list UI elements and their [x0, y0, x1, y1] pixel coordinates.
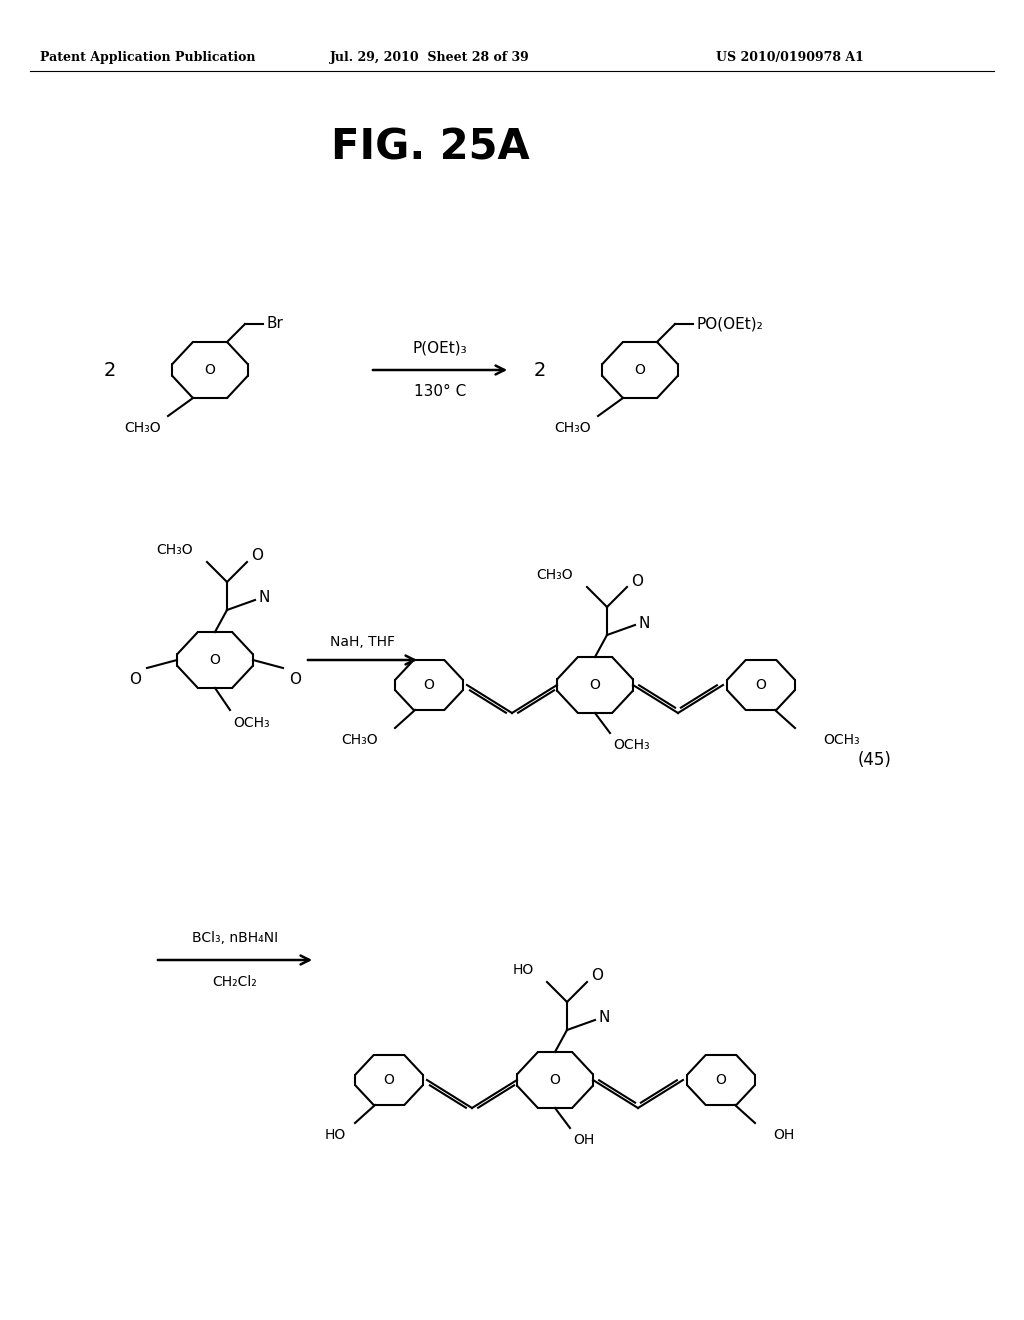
Text: 130° C: 130° C [414, 384, 466, 400]
Text: O: O [129, 672, 141, 688]
Text: OCH₃: OCH₃ [823, 733, 859, 747]
Text: O: O [210, 653, 220, 667]
Text: CH₂Cl₂: CH₂Cl₂ [213, 975, 257, 989]
Text: HO: HO [325, 1129, 346, 1142]
Text: O: O [205, 363, 215, 378]
Text: CH₃O: CH₃O [125, 421, 162, 436]
Text: Jul. 29, 2010  Sheet 28 of 39: Jul. 29, 2010 Sheet 28 of 39 [330, 50, 529, 63]
Text: O: O [756, 678, 766, 692]
Text: CH₃O: CH₃O [342, 733, 378, 747]
Text: N: N [259, 590, 270, 606]
Text: CH₃O: CH₃O [555, 421, 591, 436]
Text: BCl₃, nBH₄NI: BCl₃, nBH₄NI [191, 931, 279, 945]
Text: PO(OEt)₂: PO(OEt)₂ [696, 317, 763, 331]
Text: N: N [639, 615, 650, 631]
Text: US 2010/0190978 A1: US 2010/0190978 A1 [716, 50, 864, 63]
Text: O: O [289, 672, 301, 688]
Text: 2: 2 [103, 360, 116, 380]
Text: OCH₃: OCH₃ [613, 738, 649, 752]
Text: O: O [635, 363, 645, 378]
Text: OCH₃: OCH₃ [233, 715, 269, 730]
Text: Patent Application Publication: Patent Application Publication [40, 50, 256, 63]
Text: O: O [590, 678, 600, 692]
Text: O: O [591, 969, 603, 983]
Text: CH₃O: CH₃O [157, 543, 194, 557]
Text: P(OEt)₃: P(OEt)₃ [413, 341, 467, 355]
Text: O: O [251, 549, 263, 564]
Text: Br: Br [266, 317, 283, 331]
Text: O: O [631, 573, 643, 589]
Text: NaH, THF: NaH, THF [330, 635, 394, 649]
Text: O: O [550, 1073, 560, 1086]
Text: (45): (45) [858, 751, 892, 770]
Text: O: O [384, 1073, 394, 1086]
Text: FIG. 25A: FIG. 25A [331, 127, 529, 169]
Text: OH: OH [573, 1133, 594, 1147]
Text: 2: 2 [534, 360, 546, 380]
Text: CH₃O: CH₃O [537, 568, 573, 582]
Text: OH: OH [773, 1129, 795, 1142]
Text: N: N [599, 1011, 610, 1026]
Text: O: O [424, 678, 434, 692]
Text: HO: HO [512, 964, 534, 977]
Text: O: O [716, 1073, 726, 1086]
